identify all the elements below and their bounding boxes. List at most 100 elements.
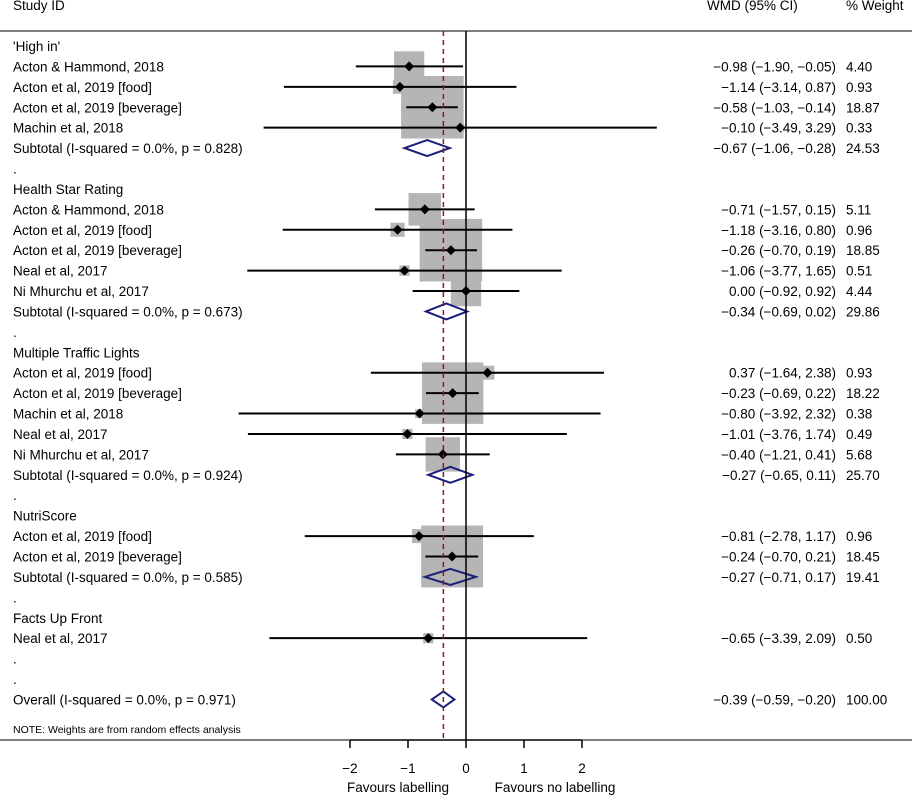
weight-value: 0.38	[846, 407, 872, 422]
tick-label: −1	[400, 761, 415, 776]
weight-value: 19.41	[846, 570, 880, 585]
spacer-dot: .	[13, 488, 17, 503]
point-estimate	[423, 633, 434, 644]
weight-value: 4.40	[846, 59, 872, 74]
point-estimate	[427, 102, 438, 113]
point-estimate	[455, 122, 466, 133]
ci-value: −0.27 (−0.65, 0.11)	[722, 468, 836, 483]
study-label: Acton et al, 2019 [food]	[13, 529, 152, 544]
point-estimate	[419, 204, 430, 215]
weight-value: 0.96	[846, 223, 872, 238]
subtotal-diamond	[421, 567, 480, 586]
weight-value: 100.00	[846, 692, 887, 707]
ci-value: −0.81 (−2.78, 1.17)	[721, 529, 836, 544]
weight-value: 0.33	[846, 121, 872, 136]
weight-value: 24.53	[846, 141, 880, 156]
point-estimate	[402, 428, 413, 439]
study-label: Ni Mhurchu et al, 2017	[13, 284, 149, 299]
study-label: Acton et al, 2019 [beverage]	[13, 243, 182, 258]
point-estimate	[404, 61, 415, 72]
x-axis: −2 −1 0 1 2	[342, 31, 586, 776]
study-label: Neal et al, 2017	[13, 264, 108, 279]
ci-value: −0.24 (−0.70, 0.21)	[721, 550, 836, 565]
tick-label: 0	[462, 761, 470, 776]
study-label: Acton et al, 2019 [food]	[13, 366, 152, 381]
weights-note: NOTE: Weights are from random effects an…	[13, 724, 241, 736]
subtotal-label: Subtotal (I-squared = 0.0%, p = 0.585)	[13, 570, 243, 585]
tick-label: −2	[342, 761, 357, 776]
point-estimate	[392, 224, 403, 235]
ci-value: −0.10 (−3.49, 3.29)	[721, 121, 836, 136]
subtotal-diamond	[423, 302, 470, 321]
ci-value: −0.65 (−3.39, 2.09)	[721, 631, 836, 646]
point-estimate	[447, 388, 458, 399]
point-estimate	[447, 551, 458, 562]
favours-left-label: Favours labelling	[347, 780, 449, 795]
weight-value: 18.22	[846, 386, 880, 401]
study-label: Acton & Hammond, 2018	[13, 202, 164, 217]
point-estimate	[445, 245, 456, 256]
ci-value: −1.14 (−3.14, 0.87)	[721, 80, 836, 95]
spacer-dot: .	[13, 325, 17, 340]
ci-lines	[238, 61, 657, 709]
study-label: Acton et al, 2019 [beverage]	[13, 100, 182, 115]
weight-value: 0.93	[846, 80, 872, 95]
weight-header: % Weight	[846, 0, 904, 13]
weight-value: 0.96	[846, 529, 872, 544]
ci-value: −1.01 (−3.76, 1.74)	[721, 427, 836, 442]
study-label: Machin et al, 2018	[13, 121, 123, 136]
subtotal-diamond	[401, 139, 453, 158]
weight-value: 0.51	[846, 264, 872, 279]
ci-value: −0.80 (−3.92, 2.32)	[721, 407, 836, 422]
subtotal-label: Subtotal (I-squared = 0.0%, p = 0.828)	[13, 141, 243, 156]
ci-value: −0.40 (−1.21, 0.41)	[721, 447, 836, 462]
spacer-dot: .	[13, 672, 17, 687]
study-label: Acton et al, 2019 [food]	[13, 223, 152, 238]
spacer-dot: .	[13, 162, 17, 177]
study-label: Neal et al, 2017	[13, 427, 108, 442]
study-label: Acton & Hammond, 2018	[13, 59, 164, 74]
wmd-header: WMD (95% CI)	[707, 0, 798, 13]
weight-value: 5.11	[846, 202, 871, 217]
weight-value: 18.87	[846, 100, 880, 115]
favours-right-label: Favours no labelling	[495, 780, 616, 795]
ci-value: −0.39 (−0.59, −0.20)	[713, 692, 836, 707]
weight-value: 18.45	[846, 550, 880, 565]
weight-boxes	[390, 51, 495, 644]
study-label: Ni Mhurchu et al, 2017	[13, 447, 149, 462]
point-estimate	[394, 81, 405, 92]
group-heading: 'High in'	[13, 39, 60, 54]
weight-value: 29.86	[846, 304, 880, 319]
point-estimate	[414, 531, 425, 542]
group-heading: Multiple Traffic Lights	[13, 345, 140, 360]
tick-label: 1	[520, 761, 528, 776]
ci-value: −1.06 (−3.77, 1.65)	[721, 264, 836, 279]
weight-value: 4.44	[846, 284, 873, 299]
study-label: Machin et al, 2018	[13, 407, 123, 422]
ci-value: −0.71 (−1.57, 0.15)	[721, 202, 836, 217]
point-estimate	[399, 265, 410, 276]
study-label: Acton et al, 2019 [beverage]	[13, 386, 182, 401]
overall-label: Overall (I-squared = 0.0%, p = 0.971)	[13, 692, 236, 707]
study-label: Neal et al, 2017	[13, 631, 108, 646]
ci-value: −0.26 (−0.70, 0.19)	[721, 243, 836, 258]
study-id-header: Study ID	[13, 0, 65, 13]
ci-value: 0.37 (−1.64, 2.38)	[729, 366, 836, 381]
weight-value: 5.68	[846, 447, 872, 462]
group-heading: NutriScore	[13, 509, 77, 524]
point-estimate	[482, 367, 493, 378]
subtotal-label: Subtotal (I-squared = 0.0%, p = 0.924)	[13, 468, 243, 483]
ci-value: −0.98 (−1.90, −0.05)	[713, 59, 836, 74]
weight-value: 0.50	[846, 631, 872, 646]
ci-value: −0.58 (−1.03, −0.14)	[713, 100, 836, 115]
group-heading: Health Star Rating	[13, 182, 123, 197]
ci-value: −0.67 (−1.06, −0.28)	[713, 141, 836, 156]
weight-value: 18.85	[846, 243, 880, 258]
study-label: Acton et al, 2019 [beverage]	[13, 550, 182, 565]
ci-value: −0.34 (−0.69, 0.02)	[721, 304, 836, 319]
weight-value: 0.49	[846, 427, 872, 442]
spacer-dot: .	[13, 590, 17, 605]
ci-value: 0.00 (−0.92, 0.92)	[729, 284, 836, 299]
group-heading: Facts Up Front	[13, 611, 103, 626]
